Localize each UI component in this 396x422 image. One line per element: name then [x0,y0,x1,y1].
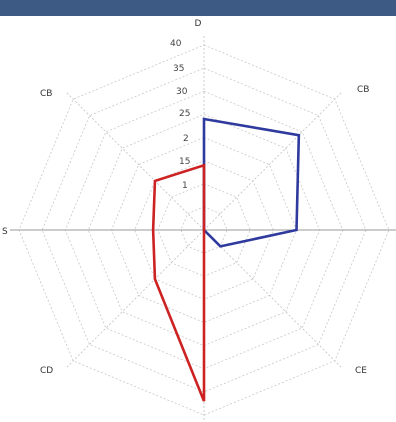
spoke-nw [66,92,205,231]
spoke-se [203,229,342,368]
radar-series [151,117,301,402]
axis-label-n: D [195,19,202,29]
spoke-de [203,92,342,231]
axis-label-w: S [2,227,8,237]
tick-label-25: 25 [179,109,190,119]
grid-ring-35 [41,67,367,393]
tick-label-2: 2 [183,134,189,144]
grid-ring-5 [180,206,228,254]
top-bar [0,0,396,16]
series-1-line [151,163,206,402]
series-0-line [202,117,301,248]
spoke-sw [66,229,205,368]
tick-label-15: 15 [179,157,190,167]
tick-label-35: 35 [173,64,184,74]
axis-label-ne: CB [357,85,369,95]
grid-ring-40 [18,44,390,416]
axis-label-nw: CB [40,89,52,99]
axis-label-sw: CD [40,366,53,376]
tick-label-40: 40 [170,39,182,49]
tick-label-1: 1 [182,181,188,191]
axis-label-se: CE [355,366,367,376]
tick-label-30: 30 [176,87,188,97]
